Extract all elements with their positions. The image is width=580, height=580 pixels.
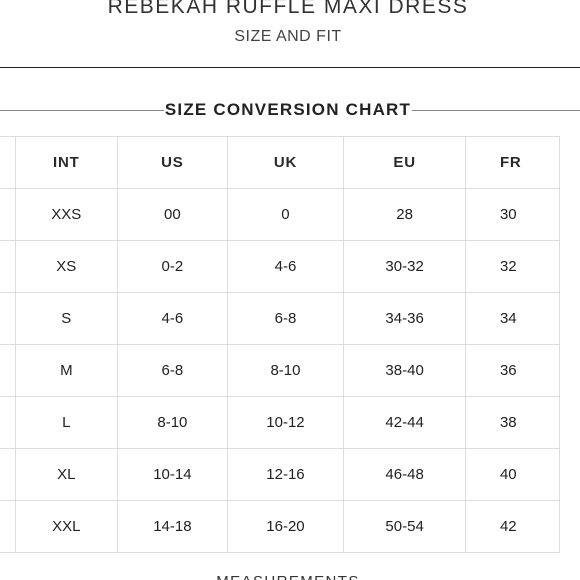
table-cell-us: 00 xyxy=(117,188,228,241)
table-row: XL 10-14 12-16 46-48 40 xyxy=(0,448,561,501)
table-cell-uk: 0 xyxy=(226,188,345,241)
table-cell-fr: 36 xyxy=(464,344,561,397)
table-cell-uk: 8-10 xyxy=(226,344,345,397)
column-header-us: US xyxy=(117,136,228,189)
table-cell-eu: 38-40 xyxy=(343,344,466,397)
table-cell-uk: 4-6 xyxy=(226,240,345,293)
table-cell-blank xyxy=(0,240,16,293)
table-cell-uk: 12-16 xyxy=(226,448,345,501)
table-row: XXL 14-18 16-20 50-54 42 xyxy=(0,500,561,553)
table-cell-fr: 34 xyxy=(464,292,561,345)
table-cell-eu: 30-32 xyxy=(343,240,466,293)
column-header-int: INT xyxy=(14,136,119,189)
table-cell-blank xyxy=(0,396,16,449)
table-row: XXS 00 0 28 30 xyxy=(0,188,561,241)
table-cell-fr: 40 xyxy=(464,448,561,501)
table-cell-uk: 10-12 xyxy=(226,396,345,449)
table-cell-int: XL xyxy=(14,448,119,501)
table-cell-uk: 6-8 xyxy=(226,292,345,345)
column-header-eu: EU xyxy=(343,136,466,189)
table-cell-int: XXL xyxy=(14,500,119,553)
column-header-fr: FR xyxy=(464,136,561,189)
table-cell-blank xyxy=(0,344,16,397)
header-divider xyxy=(0,67,580,68)
heading-divider-right xyxy=(412,110,580,111)
table-cell-blank xyxy=(0,188,16,241)
table-cell-eu: 28 xyxy=(343,188,466,241)
table-cell-us: 10-14 xyxy=(117,448,228,501)
table-cell-us: 8-10 xyxy=(117,396,228,449)
heading-divider-left xyxy=(0,110,164,111)
table-cell-blank xyxy=(0,292,16,345)
size-conversion-heading-row: SIZE CONVERSION CHART xyxy=(0,97,580,123)
table-cell-fr: 32 xyxy=(464,240,561,293)
column-header-blank xyxy=(0,136,16,189)
table-cell-blank xyxy=(0,500,16,553)
column-header-uk: UK xyxy=(226,136,345,189)
size-conversion-table: INT US UK EU FR XXS 00 0 28 30 XS 0-2 4-… xyxy=(0,136,561,553)
table-cell-blank xyxy=(0,448,16,501)
table-row: L 8-10 10-12 42-44 38 xyxy=(0,396,561,449)
table-cell-fr: 42 xyxy=(464,500,561,553)
table-cell-us: 0-2 xyxy=(117,240,228,293)
table-cell-eu: 42-44 xyxy=(343,396,466,449)
table-header-row: INT US UK EU FR xyxy=(0,136,561,189)
size-conversion-heading: SIZE CONVERSION CHART xyxy=(164,100,412,119)
table-cell-int: M xyxy=(14,344,119,397)
table-cell-eu: 46-48 xyxy=(343,448,466,501)
table-cell-fr: 30 xyxy=(464,188,561,241)
table-cell-uk: 16-20 xyxy=(226,500,345,553)
table-row: M 6-8 8-10 38-40 36 xyxy=(0,344,561,397)
table-cell-eu: 50-54 xyxy=(343,500,466,553)
table-cell-int: L xyxy=(14,396,119,449)
table-cell-us: 6-8 xyxy=(117,344,228,397)
table-row: XS 0-2 4-6 30-32 32 xyxy=(0,240,561,293)
table-cell-fr: 38 xyxy=(464,396,561,449)
size-fit-subtitle: SIZE AND FIT xyxy=(234,28,342,45)
table-cell-int: XS xyxy=(14,240,119,293)
table-cell-int: XXS xyxy=(14,188,119,241)
table-row: S 4-6 6-8 34-36 34 xyxy=(0,292,561,345)
table-cell-us: 14-18 xyxy=(117,500,228,553)
table-cell-eu: 34-36 xyxy=(343,292,466,345)
measurements-heading: MEASUREMENTS xyxy=(0,572,576,580)
product-title: REBEKAH RUFFLE MAXI DRESS xyxy=(107,0,469,18)
table-cell-int: S xyxy=(14,292,119,345)
table-cell-us: 4-6 xyxy=(117,292,228,345)
